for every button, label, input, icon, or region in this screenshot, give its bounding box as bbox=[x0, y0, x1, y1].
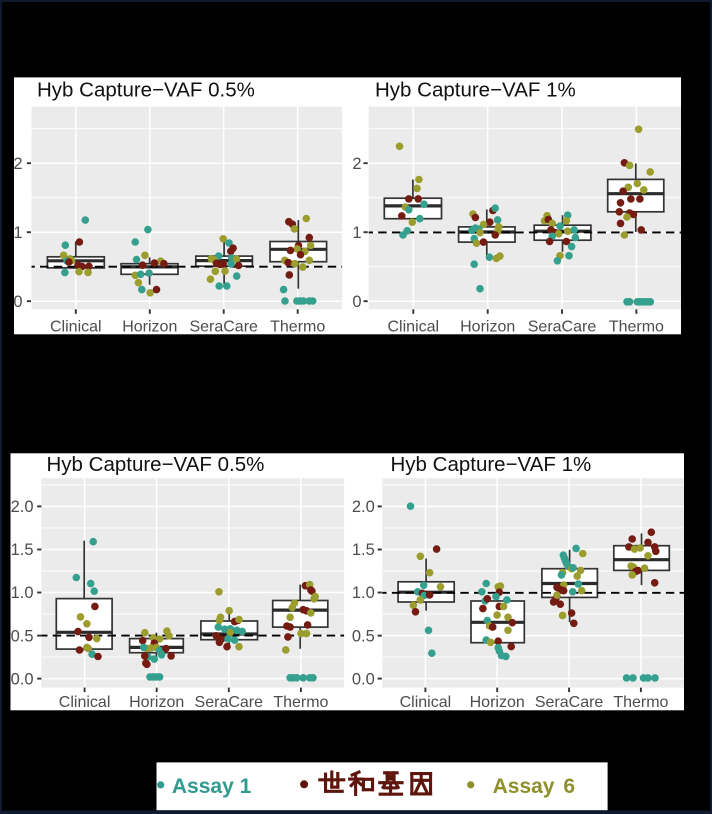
svg-text:1: 1 bbox=[13, 224, 22, 242]
svg-text:Clinical: Clinical bbox=[50, 319, 102, 336]
svg-text:0.0: 0.0 bbox=[352, 670, 375, 688]
svg-text:SeraCare: SeraCare bbox=[189, 319, 258, 336]
svg-text:Horizon: Horizon bbox=[470, 694, 525, 711]
svg-text:Thermo: Thermo bbox=[273, 694, 328, 711]
svg-text:SeraCare: SeraCare bbox=[195, 694, 264, 711]
svg-text:Assay: Assay bbox=[493, 775, 555, 798]
svg-text:Horizon: Horizon bbox=[129, 694, 184, 711]
svg-text:0.5: 0.5 bbox=[11, 627, 34, 645]
svg-text:Horizon: Horizon bbox=[460, 319, 515, 336]
svg-text:1.0: 1.0 bbox=[11, 584, 34, 602]
svg-text:2: 2 bbox=[352, 155, 361, 173]
svg-text:Hyb Capture−VAF 0.5%: Hyb Capture−VAF 0.5% bbox=[47, 453, 265, 476]
svg-text:1.5: 1.5 bbox=[352, 541, 375, 559]
svg-text:0: 0 bbox=[13, 293, 22, 311]
svg-text:Assay 1: Assay 1 bbox=[172, 775, 252, 798]
svg-text:Thermo: Thermo bbox=[613, 694, 668, 711]
svg-text:Clinical: Clinical bbox=[400, 694, 452, 711]
svg-text:6: 6 bbox=[563, 775, 575, 798]
svg-text:1.0: 1.0 bbox=[352, 584, 375, 602]
svg-text:Hyb Capture−VAF 0.5%: Hyb Capture−VAF 0.5% bbox=[37, 79, 255, 102]
svg-text:Thermo: Thermo bbox=[609, 319, 664, 336]
svg-text:Thermo: Thermo bbox=[270, 319, 325, 336]
svg-text:1.5: 1.5 bbox=[11, 541, 34, 559]
svg-text:2.0: 2.0 bbox=[352, 498, 375, 516]
svg-text:1: 1 bbox=[352, 224, 361, 242]
svg-text:0.0: 0.0 bbox=[11, 670, 34, 688]
svg-text:0.5: 0.5 bbox=[352, 627, 375, 645]
svg-text:Clinical: Clinical bbox=[388, 319, 440, 336]
svg-text:2.0: 2.0 bbox=[11, 498, 34, 516]
svg-text:Horizon: Horizon bbox=[122, 319, 177, 336]
svg-text:2: 2 bbox=[13, 155, 22, 173]
svg-text:Clinical: Clinical bbox=[59, 694, 111, 711]
svg-text:Hyb Capture−VAF 1%: Hyb Capture−VAF 1% bbox=[391, 453, 592, 476]
svg-text:0: 0 bbox=[352, 293, 361, 311]
svg-text:SeraCare: SeraCare bbox=[528, 319, 597, 336]
svg-text:Hyb Capture−VAF 1%: Hyb Capture−VAF 1% bbox=[375, 79, 576, 102]
svg-text:SeraCare: SeraCare bbox=[535, 694, 604, 711]
